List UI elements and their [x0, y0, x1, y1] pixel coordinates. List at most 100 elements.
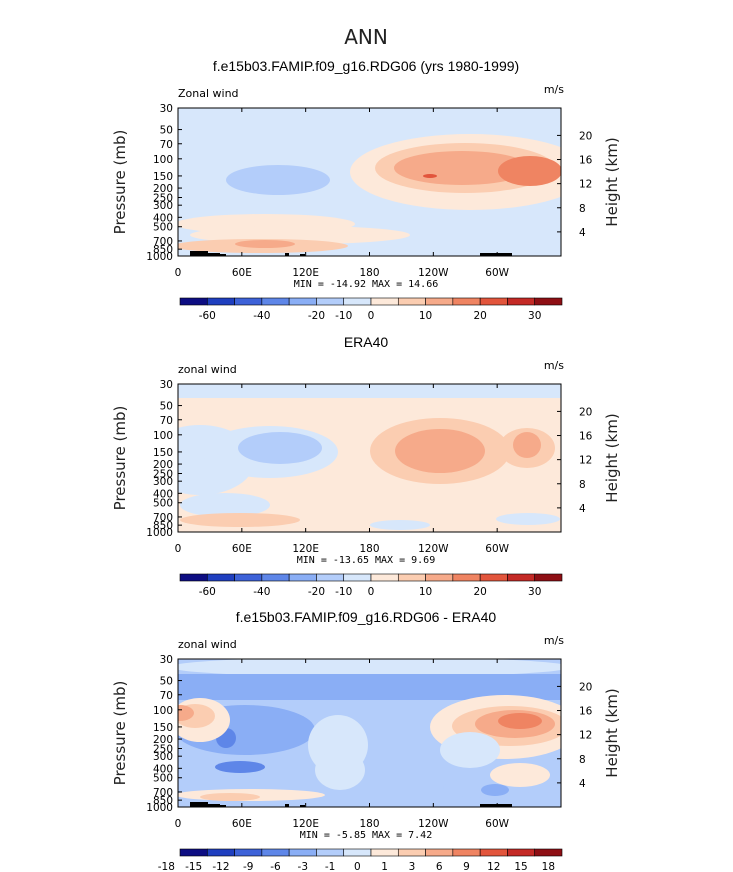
y2-tick-label: 12	[579, 730, 592, 742]
y-tick-label: 400	[153, 212, 173, 224]
colorbar-label: 30	[528, 586, 541, 598]
colorbar-label: -6	[270, 861, 281, 872]
contour-region	[220, 805, 226, 807]
x-tick-label: 60E	[232, 267, 252, 279]
y-tick-label: 250	[153, 468, 173, 480]
colorbar-box	[534, 848, 563, 857]
y-tick-label: 100	[153, 705, 173, 717]
y-tick-label: 30	[160, 103, 173, 115]
colorbar-box	[316, 573, 345, 582]
y2-axis-label: Height (km)	[603, 137, 621, 226]
contour-region	[481, 784, 509, 796]
contour-region	[423, 174, 437, 178]
colorbar-label: -10	[335, 310, 352, 322]
colorbar-box	[370, 297, 399, 306]
colorbar-label: -9	[243, 861, 253, 872]
contour-region	[285, 253, 289, 256]
contour-field	[178, 384, 561, 532]
y-tick-label: 150	[153, 722, 173, 734]
colorbar-box	[234, 573, 263, 582]
colorbar-label: 18	[542, 861, 555, 872]
y-tick-label: 150	[153, 171, 173, 183]
x-tick-label: 120W	[418, 818, 449, 830]
colorbar-box	[288, 848, 317, 857]
colorbar-box	[288, 297, 317, 306]
y-tick-label: 100	[153, 430, 173, 442]
contour-region	[235, 240, 295, 248]
y-tick-label: 50	[160, 125, 173, 137]
colorbar-box	[397, 573, 426, 582]
y-tick-label: 400	[153, 763, 173, 775]
colorbar-box	[507, 297, 536, 306]
y-tick-label: 30	[160, 379, 173, 391]
colorbar-label: -1	[325, 861, 335, 872]
variable-label: zonal wind	[178, 363, 237, 376]
colorbar-label: -12	[212, 861, 229, 872]
colorbar-box	[234, 297, 263, 306]
colorbar-label: 0	[368, 310, 375, 322]
colorbar-label: -40	[253, 586, 270, 598]
panel-title: f.e15b03.FAMIP.f09_g16.RDG06 (yrs 1980-1…	[213, 58, 519, 74]
y2-tick-label: 20	[579, 681, 592, 693]
colorbar: -60 -40 -20 -10 0 10 20 30	[179, 573, 563, 598]
colorbar-label: -20	[308, 310, 325, 322]
colorbar-label: 30	[528, 310, 541, 322]
y-tick-label: 100	[153, 154, 173, 166]
contour-region	[498, 713, 542, 729]
contour-region	[208, 253, 220, 256]
contour-field	[178, 108, 561, 256]
y-axis-label: Pressure (mb)	[111, 130, 129, 235]
colorbar-label: -18	[158, 861, 175, 872]
colorbar: -60 -40 -20 -10 0 10 20 30	[179, 297, 563, 322]
contour-field	[178, 659, 561, 807]
y-tick-label: 500	[153, 773, 173, 785]
contour-region	[180, 493, 270, 517]
y-tick-label: 700	[153, 512, 173, 524]
colorbar-box	[288, 573, 317, 582]
panel-title: f.e15b03.FAMIP.f09_g16.RDG06 - ERA40	[236, 609, 497, 625]
x-tick-label: 180	[359, 818, 379, 830]
y2-axis-label: Height (km)	[603, 413, 621, 502]
colorbar: -18 -15 -12 -9 -6 -3 -1 0 1 3 6 9 12 15 18	[158, 848, 563, 872]
contour-region	[190, 251, 208, 256]
colorbar-label: -10	[335, 586, 352, 598]
contour-region	[178, 705, 194, 721]
x-tick-label: 180	[359, 543, 379, 555]
y-tick-label: 200	[153, 183, 173, 195]
x-tick-label: 60W	[485, 818, 509, 830]
colorbar-label: 9	[463, 861, 470, 872]
min-max-label: MIN = -13.65 MAX = 9.69	[297, 555, 435, 566]
colorbar-box	[179, 297, 208, 306]
colorbar-box	[534, 297, 563, 306]
contour-region	[490, 763, 550, 787]
y-tick-label: 1000	[146, 251, 173, 263]
colorbar-label: 0	[368, 586, 375, 598]
x-tick-label: 120E	[292, 267, 319, 279]
y2-tick-label: 8	[579, 479, 586, 491]
y2-tick-label: 12	[579, 455, 592, 467]
colorbar-box	[370, 573, 399, 582]
y-axis-label: Pressure (mb)	[111, 681, 129, 786]
colorbar-label: -3	[298, 861, 308, 872]
units-label: m/s	[544, 83, 564, 96]
colorbar-box	[452, 848, 481, 857]
x-tick-label: 60E	[232, 818, 252, 830]
y-tick-label: 850	[153, 795, 173, 807]
y-tick-label: 500	[153, 498, 173, 510]
y2-tick-label: 16	[579, 431, 593, 443]
y2-tick-label: 4	[579, 503, 586, 515]
colorbar-box	[370, 848, 399, 857]
colorbar-box	[507, 848, 536, 857]
colorbar-box	[425, 848, 454, 857]
colorbar-label: 6	[436, 861, 443, 872]
colorbar-label: 10	[419, 310, 432, 322]
y-tick-label: 400	[153, 488, 173, 500]
y-tick-label: 250	[153, 743, 173, 755]
colorbar-box	[234, 848, 263, 857]
colorbar-box	[397, 848, 426, 857]
contour-region	[180, 513, 300, 527]
contour-region	[395, 429, 485, 473]
y2-tick-label: 16	[579, 155, 593, 167]
contour-region	[178, 659, 561, 677]
y-tick-label: 200	[153, 734, 173, 746]
